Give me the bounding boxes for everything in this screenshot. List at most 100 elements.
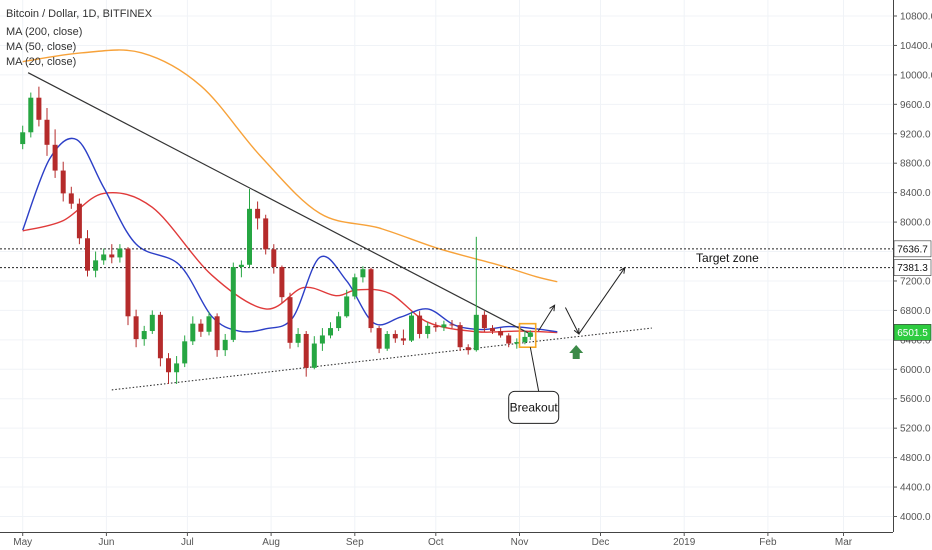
candles — [20, 86, 533, 385]
candle-body — [182, 341, 188, 364]
candle-body — [498, 331, 504, 336]
candle-body — [190, 323, 196, 342]
candle-body — [328, 328, 333, 336]
candle-body — [28, 97, 34, 133]
time-axis[interactable]: May Jun Jul Aug Sep Oct Nov Dec 2019 Feb Mar — [13, 532, 853, 548]
annotations: Breakout Target zone — [508, 251, 759, 424]
breakout-callout — [508, 390, 560, 424]
candle-body — [20, 132, 26, 145]
candle-body — [417, 315, 423, 334]
candle-body — [457, 325, 463, 348]
price-tag-target-low: 7381.3 — [897, 263, 928, 274]
candle-body — [247, 208, 252, 265]
x-tick-label: Nov — [511, 537, 529, 548]
candle-body — [141, 331, 147, 340]
candle-body — [214, 316, 220, 351]
candle-body — [36, 97, 42, 120]
descending-trendline — [27, 72, 534, 336]
breakout-box — [518, 322, 537, 349]
breakout-label: Breakout — [510, 400, 559, 414]
candle-body — [206, 316, 212, 332]
projection-up-arrow — [537, 304, 556, 332]
candle-body — [295, 333, 301, 343]
y-tick-label: 6800.0 — [900, 306, 931, 317]
price-tag-last-bg — [893, 324, 932, 341]
y-tick-label: 5600.0 — [900, 394, 931, 405]
price-tags: 7636.7 7381.3 6501.5 — [893, 240, 932, 341]
candle-body — [263, 218, 269, 250]
legend-ma20[interactable]: MA (20, close) — [6, 56, 76, 68]
x-tick-label: Dec — [592, 537, 610, 548]
y-tick-label: 8000.0 — [900, 218, 931, 229]
candle-body — [93, 260, 99, 271]
projection-target-arrow — [578, 267, 626, 335]
candle-body — [303, 333, 309, 368]
candle-body — [319, 335, 325, 344]
y-tick-label: 5200.0 — [900, 424, 931, 435]
candle-body — [238, 264, 244, 267]
candle-body — [506, 335, 512, 344]
candle-body — [400, 338, 406, 341]
trendlines — [0, 72, 893, 391]
candle-body — [255, 208, 261, 219]
candle-body — [279, 266, 285, 298]
candle-body — [287, 297, 293, 343]
candle-body — [157, 314, 163, 359]
candle-body — [352, 277, 358, 297]
y-tick-label: 8800.0 — [900, 159, 931, 170]
y-tick-label: 8400.0 — [900, 188, 931, 199]
candle-body — [60, 170, 66, 194]
y-tick-label: 7200.0 — [900, 276, 931, 287]
candle-body — [85, 238, 90, 271]
candle-body — [360, 269, 366, 278]
y-tick-label: 4800.0 — [900, 453, 931, 464]
x-tick-label: Jun — [98, 537, 114, 548]
y-tick-label: 10800.0 — [900, 12, 932, 23]
ma200-line — [22, 49, 558, 283]
legend-ma200[interactable]: MA (200, close) — [6, 26, 82, 38]
ma50-line — [22, 192, 558, 334]
candle-body — [392, 333, 398, 339]
y-tick-label: 10400.0 — [900, 41, 932, 52]
candle-body — [125, 248, 131, 317]
x-tick-label: Mar — [835, 537, 853, 548]
ascending-support-line — [111, 327, 652, 391]
candle-body — [222, 339, 228, 351]
candle-body — [441, 324, 447, 328]
candle-body — [76, 203, 82, 239]
candle-body — [311, 343, 317, 368]
candle-body — [174, 363, 180, 373]
candle-body — [109, 254, 115, 258]
candle-body — [198, 323, 204, 332]
candle-body — [376, 328, 382, 349]
candle-body — [425, 325, 431, 334]
candle-body — [271, 249, 277, 267]
candle-body — [133, 316, 139, 340]
candle-body — [490, 328, 495, 332]
grid — [0, 0, 893, 532]
x-tick-label: Jul — [181, 537, 194, 548]
candle-body — [384, 333, 390, 349]
y-tick-label: 6000.0 — [900, 365, 931, 376]
x-tick-label: Oct — [428, 537, 444, 548]
x-tick-label: 2019 — [673, 537, 696, 548]
y-tick-label: 4000.0 — [900, 512, 931, 523]
price-tag-target-high-bg — [893, 240, 932, 258]
legend-ma50[interactable]: MA (50, close) — [6, 41, 76, 53]
x-tick-label: Aug — [262, 537, 280, 548]
candle-body — [433, 325, 439, 328]
y-tick-label: 9600.0 — [900, 100, 931, 111]
legend: Bitcoin / Dollar, 1D, BITFINEX MA (200, … — [6, 8, 153, 68]
y-tick-label: 9200.0 — [900, 129, 931, 140]
projection-up-arrow-head — [549, 304, 556, 312]
chart-title: Bitcoin / Dollar, 1D, BITFINEX — [6, 8, 153, 20]
price-axis[interactable]: 10800.0 10400.0 10000.0 9600.0 9200.0 8800.0 8… — [893, 12, 932, 524]
candle-body — [344, 296, 350, 317]
candle-body — [473, 314, 479, 351]
projection-target-arrow-head — [619, 266, 626, 274]
candle-body — [149, 314, 155, 332]
price-tag-target-high: 7636.7 — [897, 244, 928, 255]
candle-body — [527, 332, 533, 337]
candle-body — [44, 119, 50, 145]
